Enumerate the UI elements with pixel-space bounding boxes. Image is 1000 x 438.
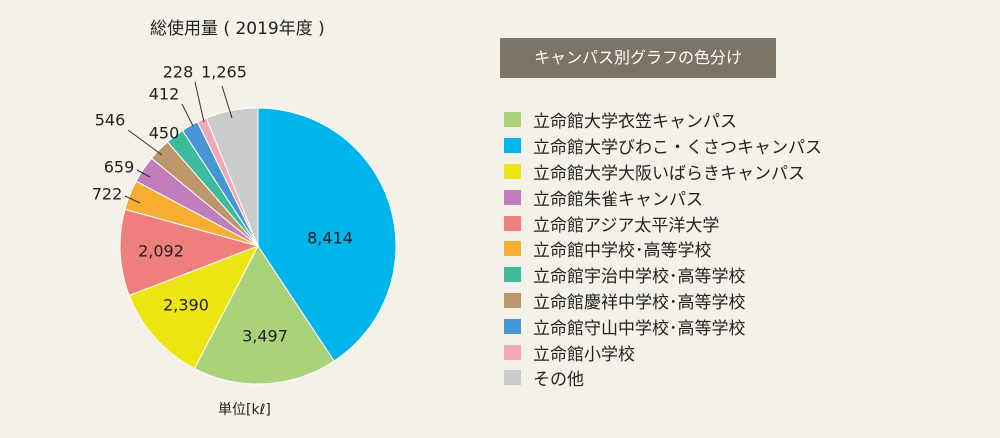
- legend-swatch: [504, 345, 521, 360]
- legend-swatch: [504, 138, 521, 153]
- legend-item: 立命館大学衣笠キャンパス: [504, 107, 822, 133]
- data-label-2: 3,497: [242, 327, 288, 346]
- legend-item: 立命館慶祥中学校･高等学校: [504, 288, 822, 314]
- data-label-11: 1,265: [201, 63, 247, 82]
- legend-item: 立命館守山中学校･高等学校: [504, 313, 822, 339]
- legend-swatch: [504, 190, 521, 205]
- legend-item: 立命館宇治中学校･高等学校: [504, 262, 822, 288]
- data-label-1: 8,414: [307, 229, 353, 248]
- legend-item: その他: [504, 365, 822, 391]
- legend-label: 立命館中学校･高等学校: [533, 236, 712, 261]
- legend-swatch: [504, 293, 521, 308]
- legend-label: 立命館大学大阪いばらきキャンパス: [533, 159, 805, 184]
- data-label-6: 659: [104, 158, 135, 177]
- data-label-8: 450: [149, 124, 180, 143]
- legend-label: 立命館アジア太平洋大学: [533, 211, 719, 236]
- data-label-10: 228: [163, 63, 194, 82]
- data-label-3: 2,390: [163, 296, 209, 315]
- legend-item: 立命館大学大阪いばらきキャンパス: [504, 159, 822, 185]
- leader-line-9: [182, 104, 193, 126]
- leader-line-10: [195, 82, 204, 122]
- legend-item: 立命館朱雀キャンパス: [504, 184, 822, 210]
- unit-label: 単位[kℓ]: [218, 399, 271, 419]
- legend-swatch: [504, 164, 521, 179]
- legend-label: 立命館宇治中学校･高等学校: [533, 262, 746, 287]
- legend-item: 立命館アジア太平洋大学: [504, 210, 822, 236]
- legend-item: 立命館大学びわこ・くさつキャンパス: [504, 133, 822, 159]
- pie-chart: 8,414 3,497 2,390 2,092 722 659 546 450 412 228 1,…: [0, 0, 500, 438]
- data-label-9: 412: [149, 85, 180, 104]
- legend: 立命館大学衣笠キャンパス 立命館大学びわこ・くさつキャンパス 立命館大学大阪いばらき…: [504, 107, 822, 391]
- data-label-4: 2,092: [138, 242, 184, 261]
- legend-label: その他: [533, 365, 584, 390]
- legend-label: 立命館慶祥中学校･高等学校: [533, 288, 746, 313]
- legend-swatch: [504, 319, 521, 334]
- legend-label: 立命館小学校: [533, 340, 635, 365]
- legend-swatch: [504, 267, 521, 282]
- legend-swatch: [504, 112, 521, 127]
- legend-label: 立命館守山中学校･高等学校: [533, 314, 746, 339]
- legend-swatch: [504, 241, 521, 256]
- legend-label: 立命館朱雀キャンパス: [533, 185, 703, 210]
- legend-label: 立命館大学びわこ・くさつキャンパス: [533, 133, 822, 158]
- legend-swatch: [504, 216, 521, 231]
- legend-item: 立命館小学校: [504, 339, 822, 365]
- legend-label: 立命館大学衣笠キャンパス: [533, 107, 737, 132]
- data-label-5: 722: [92, 185, 123, 204]
- legend-swatch: [504, 370, 521, 385]
- legend-item: 立命館中学校･高等学校: [504, 236, 822, 262]
- data-label-7: 546: [95, 111, 126, 130]
- legend-header: キャンパス別グラフの色分け: [500, 38, 776, 78]
